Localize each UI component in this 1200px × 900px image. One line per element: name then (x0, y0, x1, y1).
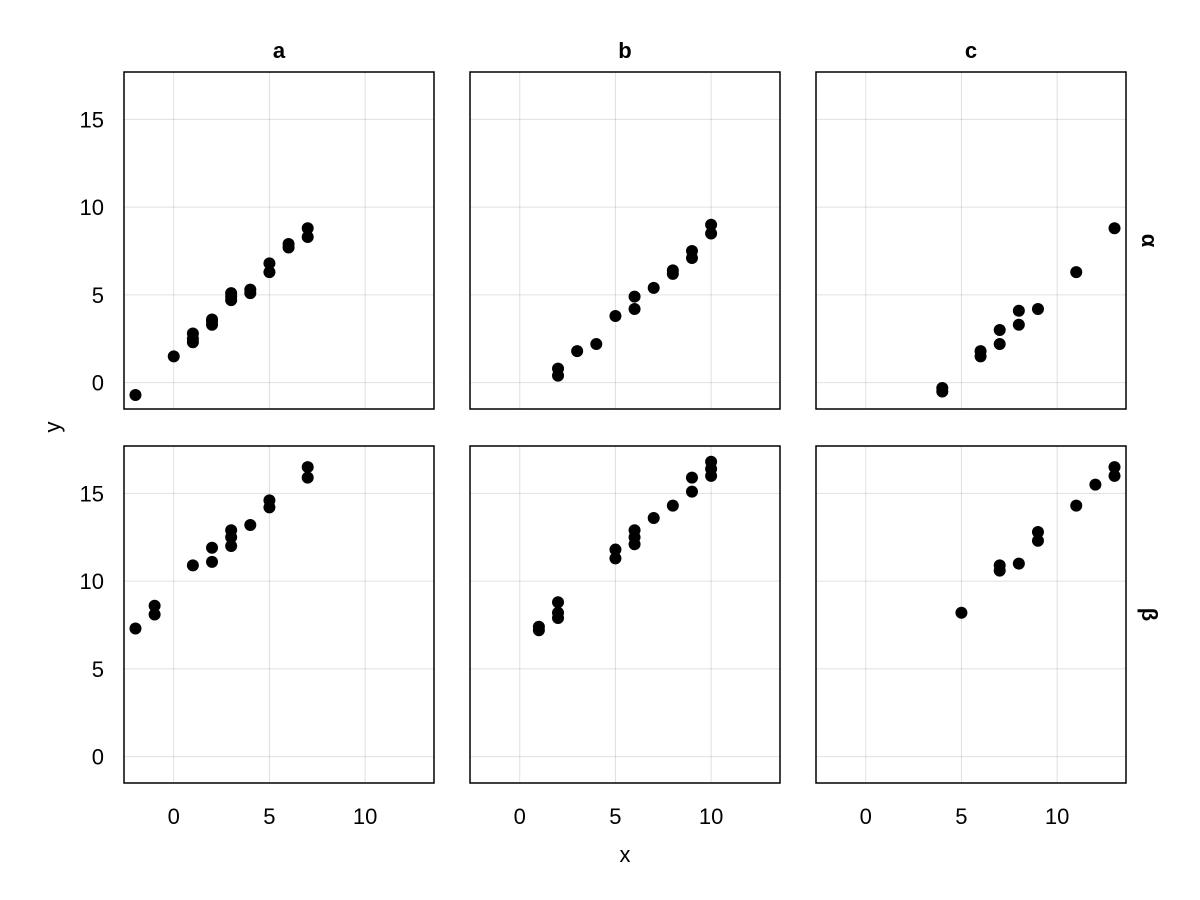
scatter-point (263, 257, 276, 270)
y-tick-label: 10 (80, 569, 104, 594)
row-title: β (1137, 608, 1162, 621)
scatter-point (1108, 222, 1121, 235)
scatter-point (609, 309, 622, 322)
x-tick-label: 0 (168, 804, 180, 829)
scatter-point (225, 540, 238, 553)
scatter-point (225, 524, 238, 537)
scatter-point (647, 511, 660, 524)
scatter-point (282, 238, 295, 251)
scatter-point (974, 345, 987, 358)
scatter-point (244, 518, 257, 531)
scatter-point (590, 338, 603, 351)
scatter-point (552, 362, 565, 375)
scatter-point (301, 230, 314, 243)
scatter-point (552, 606, 565, 619)
scatter-point (993, 338, 1006, 351)
scatter-point (993, 559, 1006, 572)
scatter-point (186, 559, 199, 572)
scatter-point (1031, 534, 1044, 547)
scatter-point (129, 388, 142, 401)
scatter-point (666, 499, 679, 512)
scatter-point (1070, 499, 1083, 512)
y-axis-label: y (40, 422, 65, 433)
y-tick-label: 15 (80, 481, 104, 506)
panel-frame (815, 71, 1127, 410)
scatter-point (167, 350, 180, 363)
scatter-point (609, 552, 622, 565)
scatter-point (206, 541, 219, 554)
y-tick-label: 0 (92, 371, 104, 396)
scatter-point (955, 606, 968, 619)
row-title: α (1137, 234, 1162, 248)
scatter-point (532, 620, 545, 633)
column-title: a (273, 38, 286, 63)
scatter-point (1012, 304, 1025, 317)
scatter-point (628, 290, 641, 303)
scatter-point (129, 622, 142, 635)
scatter-point (206, 555, 219, 568)
panel-frame (469, 445, 781, 784)
scatter-point (301, 461, 314, 474)
scatter-point (647, 281, 660, 294)
scatter-point (993, 324, 1006, 337)
scatter-point (666, 264, 679, 277)
scatter-point (225, 287, 238, 300)
scatter-point (1108, 461, 1121, 474)
y-tick-label: 0 (92, 745, 104, 770)
label-layer: a b c α β 0 5 10 15 0 5 10 15 0 5 10 0 5 10 0 5 10 (80, 38, 1162, 829)
scatter-point (148, 608, 161, 621)
scatter-point (1012, 557, 1025, 570)
scatter-point (609, 543, 622, 556)
scatter-point (685, 471, 698, 484)
panel-frame (815, 445, 1127, 784)
scatter-point (705, 455, 718, 468)
scatter-point (1012, 318, 1025, 331)
x-tick-label: 0 (514, 804, 526, 829)
panel-frame (469, 71, 781, 410)
scatter-point (148, 599, 161, 612)
scatter-point (628, 302, 641, 315)
scatter-point (1031, 526, 1044, 539)
scatter-point (301, 222, 314, 235)
x-tick-label: 10 (1045, 804, 1069, 829)
panel-frame (123, 445, 435, 784)
scatter-point (705, 218, 718, 231)
column-title: b (618, 38, 631, 63)
panel-frame (123, 71, 435, 410)
y-tick-label: 5 (92, 283, 104, 308)
scatter-point (1070, 266, 1083, 279)
scatter-point (552, 596, 565, 609)
x-tick-label: 10 (353, 804, 377, 829)
x-tick-label: 5 (955, 804, 967, 829)
scatter-point (685, 485, 698, 498)
scatter-point (1031, 302, 1044, 315)
scatter-point (628, 524, 641, 537)
y-tick-label: 10 (80, 195, 104, 220)
x-tick-label: 0 (860, 804, 872, 829)
scatter-point (1089, 478, 1102, 491)
grid-layer (124, 72, 1126, 783)
frame-layer (123, 71, 1127, 784)
x-tick-label: 10 (699, 804, 723, 829)
scatter-point (571, 345, 584, 358)
y-tick-label: 15 (80, 107, 104, 132)
scatter-point (685, 245, 698, 258)
x-axis-label: x (620, 842, 631, 867)
scatter-point (1108, 469, 1121, 482)
column-title: c (965, 38, 977, 63)
points-layer (129, 218, 1121, 637)
scatter-point (936, 381, 949, 394)
scatter-point (263, 266, 276, 279)
scatter-point (705, 227, 718, 240)
scatter-point (244, 283, 257, 296)
scatter-point (186, 327, 199, 340)
x-tick-label: 5 (263, 804, 275, 829)
x-tick-label: 5 (609, 804, 621, 829)
scatter-point (263, 494, 276, 507)
scatter-point (206, 313, 219, 326)
scatter-point (301, 471, 314, 484)
y-tick-label: 5 (92, 657, 104, 682)
